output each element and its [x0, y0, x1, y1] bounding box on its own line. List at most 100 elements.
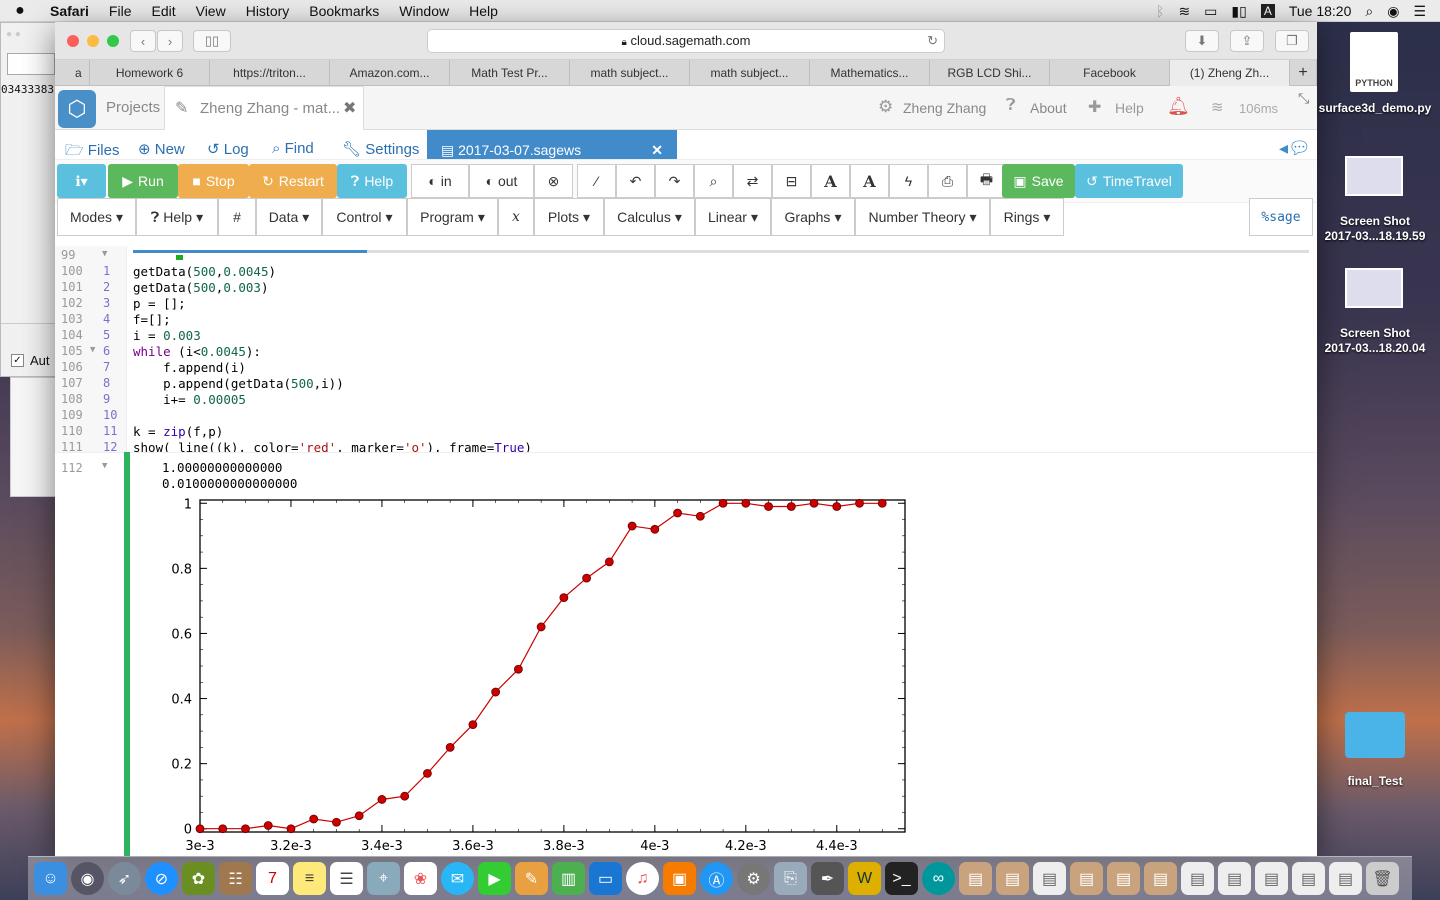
address-bar[interactable]: 🔒︎ cloud.sagemath.com ↻: [427, 29, 945, 53]
close-project-icon[interactable]: ✖: [343, 100, 357, 117]
sidebar-icon[interactable]: ▯▯: [193, 30, 231, 52]
numbers-icon[interactable]: ▥: [552, 862, 585, 895]
close-window-button[interactable]: [67, 35, 79, 47]
menu-safari[interactable]: Safari: [50, 2, 89, 19]
calculus-menu[interactable]: Calculus ▾: [604, 198, 695, 236]
code-line[interactable]: p.append(getData(500,i)): [133, 376, 344, 391]
find-button[interactable]: ⌕ Find: [272, 140, 314, 157]
code-line[interactable]: p = [];: [133, 296, 186, 311]
wifi-icon[interactable]: ≋: [1178, 2, 1191, 19]
code-line[interactable]: while (i<0.0045):: [133, 344, 261, 359]
safari-icon[interactable]: ⊘: [145, 862, 178, 895]
maps-icon[interactable]: ⌖: [367, 862, 400, 895]
info-dropdown-button[interactable]: ℹ▾: [57, 164, 106, 198]
code-line[interactable]: f.append(i): [133, 360, 246, 375]
fullscreen-icon[interactable]: ⤡: [1298, 90, 1310, 106]
stop-button[interactable]: ■ Stop: [178, 164, 249, 198]
pdf-button[interactable]: ⎙: [928, 164, 967, 198]
chat-icon[interactable]: ◂💬︎: [1279, 138, 1311, 158]
launchpad-icon[interactable]: ➶: [108, 862, 141, 895]
browser-tab[interactable]: Mathematics...: [810, 60, 930, 86]
menu-view[interactable]: View: [195, 2, 226, 19]
trash-icon[interactable]: 🗑︎: [1366, 862, 1399, 895]
menu-bookmarks[interactable]: Bookmarks: [309, 2, 380, 19]
code-line[interactable]: f=[];: [133, 312, 171, 327]
desktop-file-label[interactable]: Screen Shot 2017-03...18.19.59: [1324, 214, 1426, 243]
bluetooth-icon[interactable]: ᛒ: [1156, 3, 1165, 19]
redo-button[interactable]: ↷: [655, 164, 694, 198]
bell-icon[interactable]: 🔔︎: [1167, 96, 1190, 116]
bolt-button[interactable]: ϟ: [889, 164, 928, 198]
siri-icon[interactable]: ◉: [1387, 2, 1400, 19]
siri-icon[interactable]: ◉: [71, 862, 104, 895]
math-menu[interactable]: x: [498, 198, 534, 236]
search-button[interactable]: ⌕: [694, 164, 733, 198]
desktop-file-label[interactable]: surface3d_demo.py: [1318, 101, 1432, 115]
document-icon[interactable]: ▤: [1070, 862, 1103, 895]
run-button[interactable]: ▶ Run: [108, 164, 178, 198]
apple-icon[interactable]: ●: [15, 1, 25, 19]
airplay-icon[interactable]: ▭: [1204, 2, 1218, 19]
document-icon[interactable]: ▤: [1144, 862, 1177, 895]
matlab-icon[interactable]: W: [848, 862, 881, 895]
new-tab-button[interactable]: +: [1290, 60, 1317, 86]
preview-icon[interactable]: ⎘: [774, 862, 807, 895]
fold-icon[interactable]: ▼: [102, 461, 108, 471]
desktop-file-label[interactable]: Screen Shot 2017-03...18.20.04: [1324, 326, 1426, 355]
facetime-icon[interactable]: ▶: [478, 862, 511, 895]
undo-button[interactable]: ↶: [616, 164, 655, 198]
browser-tab[interactable]: Homework 6: [90, 60, 210, 86]
cocalc-logo[interactable]: ⬡: [58, 90, 96, 128]
document-icon[interactable]: ▤: [959, 862, 992, 895]
document-icon[interactable]: ▤: [996, 862, 1029, 895]
back-button[interactable]: ‹: [130, 30, 156, 52]
photo-app-icon[interactable]: ✿: [182, 862, 215, 895]
document-icon[interactable]: ▤: [1033, 862, 1066, 895]
user-name[interactable]: Zheng Zhang: [903, 100, 987, 116]
browser-tab[interactable]: Amazon.com...: [330, 60, 450, 86]
folder-icon[interactable]: [1345, 712, 1405, 758]
menu-edit[interactable]: Edit: [151, 2, 176, 19]
timetravel-button[interactable]: ↺ TimeTravel: [1075, 164, 1183, 198]
project-tab[interactable]: ✎ Zheng Zhang - mat... ✖: [164, 86, 364, 130]
document-icon[interactable]: ▤: [1181, 862, 1214, 895]
menu-file[interactable]: File: [108, 2, 132, 19]
keynote-icon[interactable]: ▭: [589, 862, 622, 895]
linear-menu[interactable]: Linear ▾: [695, 198, 771, 236]
replace-button[interactable]: ⇄: [733, 164, 772, 198]
document-icon[interactable]: ▤: [1218, 862, 1251, 895]
program-menu[interactable]: Program ▾: [407, 198, 498, 236]
browser-tab-active[interactable]: (1) Zheng Zh...: [1170, 60, 1290, 86]
checkbox-icon[interactable]: ✓: [11, 354, 24, 367]
screenshot-thumbnail-icon[interactable]: [1345, 156, 1403, 196]
log-button[interactable]: ↺ Log: [207, 140, 249, 158]
help-menu[interactable]: ❓︎ Help ▾: [136, 198, 218, 236]
zoom-window-button[interactable]: [107, 35, 119, 47]
delete-output-button[interactable]: ⊗: [534, 164, 573, 198]
pen-tool-icon[interactable]: ✒: [811, 862, 844, 895]
save-button[interactable]: ▣ Save: [1002, 164, 1075, 198]
document-icon[interactable]: ▤: [1292, 862, 1325, 895]
app-store-icon[interactable]: Ⓐ: [700, 862, 733, 895]
forward-button[interactable]: ›: [157, 30, 183, 52]
toggle-in-button[interactable]: ◐ in: [411, 164, 469, 198]
photos-icon[interactable]: ❀: [404, 862, 437, 895]
restart-button[interactable]: ↻ Restart: [249, 164, 337, 198]
data-menu[interactable]: Data ▾: [256, 198, 322, 236]
code-line[interactable]: show( line((k), color='red', marker='o')…: [133, 440, 532, 455]
reminders-icon[interactable]: ☰: [330, 862, 363, 895]
pages-icon[interactable]: ✎: [515, 862, 548, 895]
code-line[interactable]: getData(500,0.003): [133, 280, 269, 295]
number-theory-menu[interactable]: Number Theory ▾: [855, 198, 990, 236]
help-link[interactable]: Help: [1115, 100, 1144, 116]
new-button[interactable]: ⊕ New: [138, 140, 185, 158]
code-line[interactable]: i+= 0.00005: [133, 392, 246, 407]
menu-help[interactable]: Help: [469, 2, 498, 19]
spotlight-icon[interactable]: ⌕: [1365, 2, 1374, 19]
browser-tab[interactable]: math subject...: [570, 60, 690, 86]
font-increase-button[interactable]: A: [811, 164, 850, 198]
modes-menu[interactable]: Modes ▾: [57, 198, 136, 236]
itunes-icon[interactable]: ♫: [626, 862, 659, 895]
document-icon[interactable]: ▤: [1255, 862, 1288, 895]
graphs-menu[interactable]: Graphs ▾: [771, 198, 855, 236]
